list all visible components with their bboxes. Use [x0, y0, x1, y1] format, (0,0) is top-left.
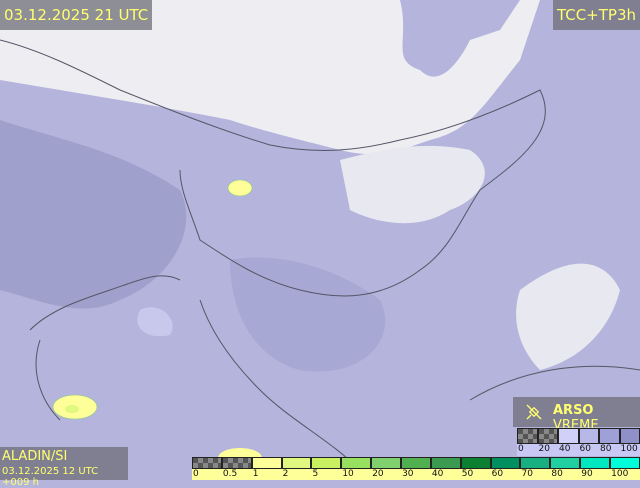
legend-swatch [517, 428, 538, 444]
legend-swatch [550, 457, 580, 469]
legend-tick-label: 0.5 [223, 469, 237, 479]
model-name: ALADIN/SI [2, 449, 67, 464]
legend-tick-label: 80 [551, 469, 562, 479]
legend-swatch [580, 457, 610, 469]
cloud-cover-legend [517, 428, 640, 444]
legend-swatch [371, 457, 401, 469]
legend-swatch [579, 428, 600, 444]
legend-swatch [282, 457, 312, 469]
legend-swatch [222, 457, 252, 469]
legend-swatch [401, 457, 431, 469]
legend-tick-label: 10 [342, 469, 353, 479]
legend-tick-label: 5 [312, 469, 318, 479]
legend-tick-label: 20 [539, 444, 550, 454]
legend-swatch [341, 457, 371, 469]
legend-tick-label: 50 [462, 469, 473, 479]
legend-tick-label: 30 [402, 469, 413, 479]
legend-swatch [311, 457, 341, 469]
legend-tick-label: 80 [600, 444, 611, 454]
product-label: TCC+TP3h [553, 0, 640, 30]
legend-swatch [558, 428, 579, 444]
legend-tick-label: 60 [580, 444, 591, 454]
legend-tick-label: 0 [193, 469, 199, 479]
legend-tick-label: 20 [372, 469, 383, 479]
arso-logo: ARSO VREME [513, 397, 640, 427]
legend-swatch [431, 457, 461, 469]
brand-bold: ARSO [553, 403, 594, 418]
precip-legend [192, 457, 640, 469]
legend-swatch [192, 457, 222, 469]
legend-tick-label: 0 [518, 444, 524, 454]
legend-swatch [599, 428, 620, 444]
model-info: ALADIN/SI 03.12.2025 12 UTC +009 h [0, 447, 128, 480]
legend-tick-label: 2 [283, 469, 289, 479]
precip-area [228, 180, 252, 196]
legend-tick-label: 40 [432, 469, 443, 479]
model-run: 03.12.2025 12 UTC +009 h [2, 466, 128, 488]
legend-swatch [610, 457, 640, 469]
satellite-icon [525, 403, 543, 421]
legend-tick-label: 90 [581, 469, 592, 479]
legend-swatch [491, 457, 521, 469]
legend-tick-label: 1 [253, 469, 259, 479]
legend-tick-label: 100 [611, 469, 628, 479]
legend-tick-label: 40 [559, 444, 570, 454]
legend-swatch [538, 428, 559, 444]
valid-time-label: 03.12.2025 21 UTC [0, 0, 152, 30]
legend-tick-label: 100 [621, 444, 638, 454]
legend-swatch [461, 457, 491, 469]
legend-tick-label: 60 [492, 469, 503, 479]
legend-swatch [520, 457, 550, 469]
legend-swatch [620, 428, 640, 444]
legend-tick-label: 70 [522, 469, 533, 479]
precip-legend-ticks: 0 0.5 1 2 5 10 20 30 40 50 60 70 80 90 100 [192, 469, 640, 480]
legend-swatch [252, 457, 282, 469]
precip-area [65, 405, 79, 413]
cloud-legend-ticks: 0 20 40 60 80 100 [517, 444, 640, 456]
